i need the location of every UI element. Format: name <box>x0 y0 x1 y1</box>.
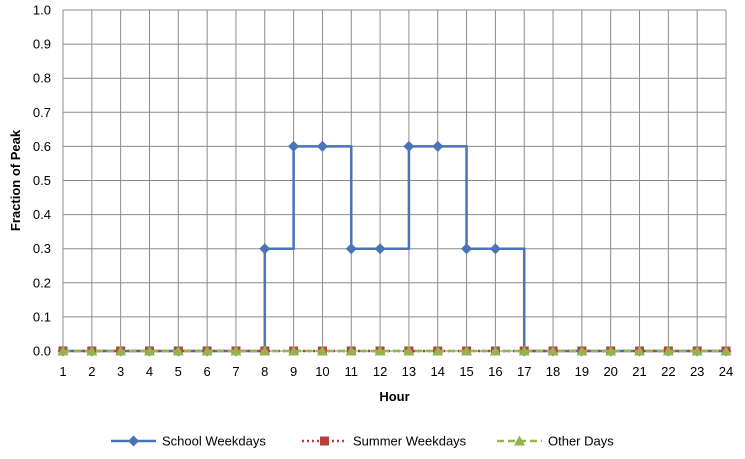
data-point <box>57 345 69 356</box>
x-tick-label: 23 <box>690 364 704 379</box>
x-tick-label: 11 <box>345 364 359 379</box>
series-other-days <box>57 345 732 356</box>
data-point <box>345 345 357 356</box>
x-tick-label: 21 <box>632 364 646 379</box>
x-tick-label: 24 <box>719 364 733 379</box>
data-point <box>259 345 271 356</box>
data-point <box>489 243 501 255</box>
y-tick-label: 1.0 <box>33 3 51 18</box>
data-point <box>547 345 559 356</box>
data-point <box>662 345 674 356</box>
data-point <box>201 345 213 356</box>
y-tick-label: 0.2 <box>33 275 51 290</box>
data-point <box>230 345 242 356</box>
data-point <box>576 345 588 356</box>
data-point <box>518 345 530 356</box>
legend: School Weekdays Summer Weekdays Other Days <box>111 434 614 449</box>
x-tick-label: 1 <box>59 364 66 379</box>
data-point <box>691 345 703 356</box>
x-tick-label: 7 <box>232 364 239 379</box>
data-point <box>605 345 617 356</box>
y-axis-title: Fraction of Peak <box>8 129 23 231</box>
data-point <box>403 345 415 356</box>
x-tick-label: 20 <box>603 364 617 379</box>
data-point <box>720 345 732 356</box>
x-tick-label: 18 <box>546 364 560 379</box>
data-point <box>374 243 386 255</box>
data-point <box>432 140 444 152</box>
data-point <box>86 345 98 356</box>
x-tick-label: 13 <box>402 364 416 379</box>
x-tick-label: 8 <box>261 364 268 379</box>
data-point <box>288 345 300 356</box>
y-tick-label: 0.7 <box>33 105 51 120</box>
data-point <box>403 140 415 152</box>
y-tick-label: 0.6 <box>33 139 51 154</box>
y-tick-label: 0.4 <box>33 207 51 222</box>
legend-label: Other Days <box>548 434 614 449</box>
y-tick-label: 0.3 <box>33 241 51 256</box>
x-tick-label: 9 <box>290 364 297 379</box>
x-tick-label: 3 <box>117 364 124 379</box>
y-tick-label: 0.1 <box>33 309 51 324</box>
data-point <box>172 345 184 356</box>
data-point <box>115 345 127 356</box>
x-tick-label: 22 <box>661 364 675 379</box>
x-tick-label: 2 <box>88 364 95 379</box>
x-tick-label: 4 <box>146 364 153 379</box>
data-point <box>489 345 501 356</box>
x-tick-label: 10 <box>315 364 329 379</box>
x-tick-label: 12 <box>373 364 387 379</box>
y-tick-label: 0.8 <box>33 71 51 86</box>
legend-marker <box>128 435 139 447</box>
x-tick-label: 16 <box>488 364 502 379</box>
data-point <box>316 345 328 356</box>
data-point <box>461 345 473 356</box>
x-tick-label: 6 <box>204 364 211 379</box>
data-point <box>143 345 155 356</box>
data-point <box>345 243 357 255</box>
grid-lines <box>62 9 727 352</box>
y-tick-label: 0.0 <box>33 344 51 359</box>
data-point <box>316 140 328 152</box>
legend-marker <box>514 435 525 446</box>
legend-label: Summer Weekdays <box>353 434 467 449</box>
x-axis-ticks: 1 2 3 4 5 6 7 8 9 10 11 12 13 14 15 16 17 18 19 20 21 22 23 24 <box>59 364 733 379</box>
data-point <box>432 345 444 356</box>
legend-label: School Weekdays <box>162 434 266 449</box>
data-point <box>288 140 300 152</box>
data-point <box>461 243 473 255</box>
x-tick-label: 15 <box>459 364 473 379</box>
legend-marker <box>320 436 329 446</box>
y-tick-label: 0.5 <box>33 173 51 188</box>
data-point <box>259 243 271 255</box>
x-tick-label: 5 <box>175 364 182 379</box>
y-tick-label: 0.9 <box>33 37 51 52</box>
y-axis-ticks: 0.0 0.1 0.2 0.3 0.4 0.5 0.6 0.7 0.8 0.9 1.0 <box>33 3 51 359</box>
x-tick-label: 19 <box>575 364 589 379</box>
series-group <box>57 140 732 357</box>
x-axis-title: Hour <box>379 389 409 404</box>
data-point <box>634 345 646 356</box>
x-tick-label: 14 <box>431 364 445 379</box>
data-point <box>374 345 386 356</box>
x-tick-label: 17 <box>517 364 531 379</box>
